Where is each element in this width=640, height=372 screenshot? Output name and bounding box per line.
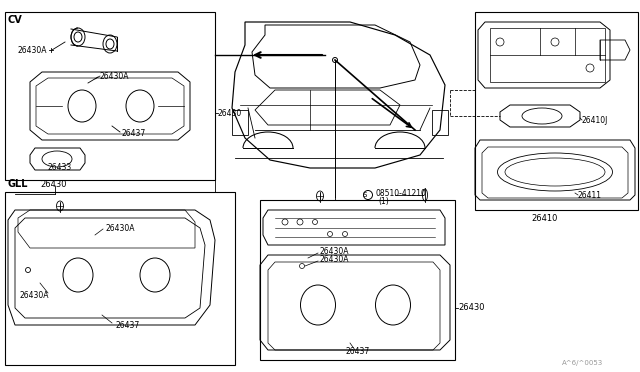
Text: 26430: 26430: [40, 180, 67, 189]
Text: 26430A: 26430A: [105, 224, 134, 232]
Text: S: S: [363, 192, 367, 198]
Text: 26430A: 26430A: [320, 256, 349, 264]
Bar: [432, 110, 448, 135]
Bar: [5, 12, 215, 180]
Text: 26430A: 26430A: [20, 291, 49, 299]
Bar: [232, 110, 248, 135]
Text: 26430A: 26430A: [100, 71, 129, 80]
Text: 26410J: 26410J: [582, 115, 609, 125]
Text: 26437: 26437: [346, 347, 370, 356]
Bar: [490, 28, 605, 82]
Bar: [260, 200, 455, 360]
Text: 26433: 26433: [48, 163, 72, 171]
Text: 08510-41210: 08510-41210: [375, 189, 426, 198]
Text: 26430: 26430: [218, 109, 243, 118]
Text: 26437: 26437: [122, 128, 147, 138]
Bar: [475, 12, 638, 210]
Text: (1): (1): [378, 196, 388, 205]
Text: CV: CV: [8, 15, 23, 25]
Text: 26437: 26437: [115, 321, 140, 330]
Text: 26430A: 26430A: [320, 247, 349, 257]
Text: 26410: 26410: [532, 214, 558, 222]
Text: A^6/^0053: A^6/^0053: [562, 360, 604, 366]
Text: 26430: 26430: [458, 304, 484, 312]
Text: 26411: 26411: [578, 190, 602, 199]
Bar: [5, 192, 235, 365]
Text: 26430A: 26430A: [17, 45, 47, 55]
Text: GLL: GLL: [7, 179, 28, 189]
